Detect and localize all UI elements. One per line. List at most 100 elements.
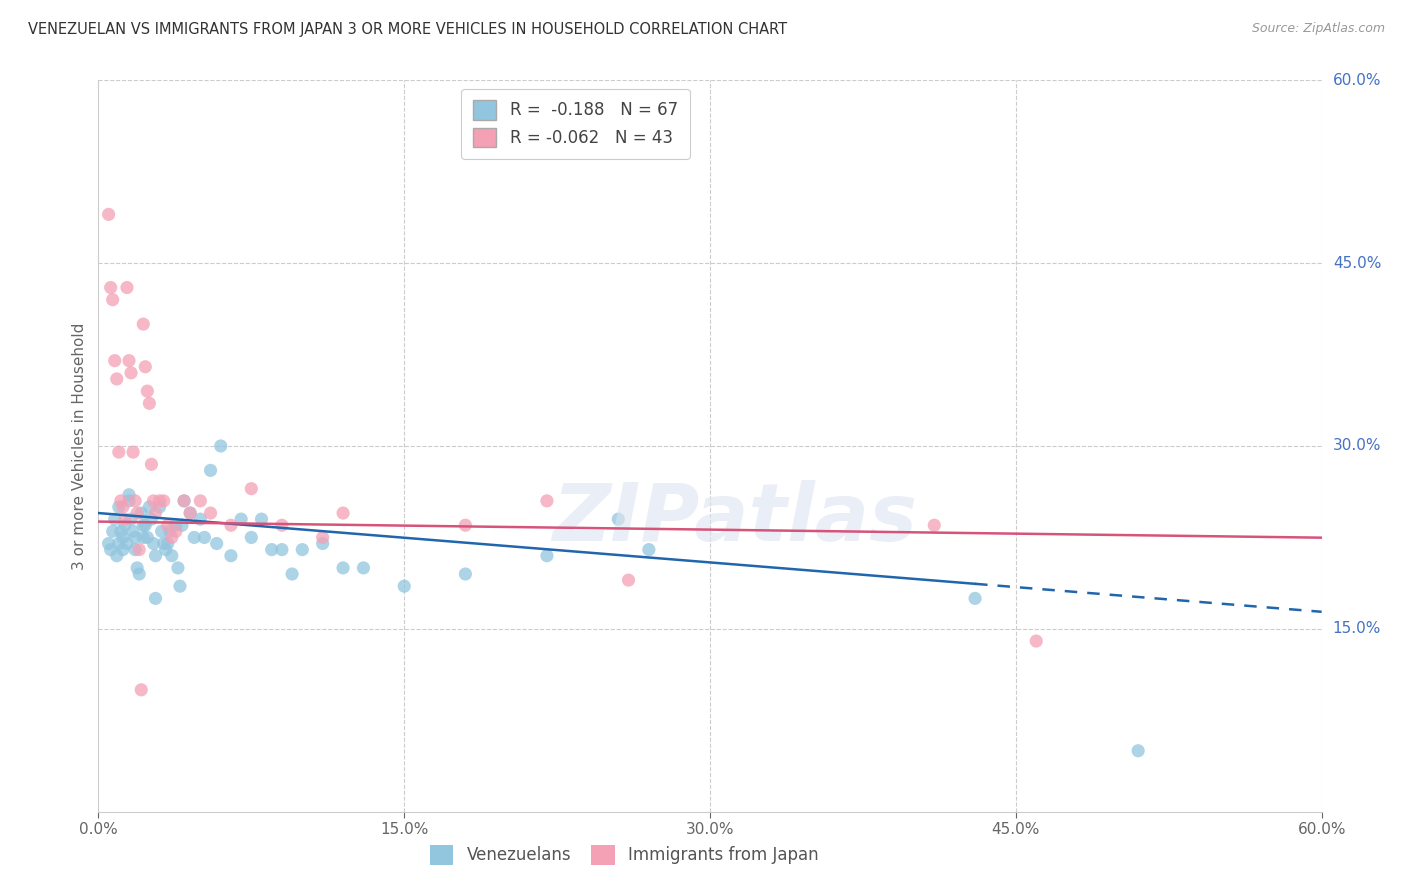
- Point: [142, 536, 165, 550]
- Point: [159, 524, 181, 539]
- Point: [240, 530, 263, 544]
- Point: [152, 494, 174, 508]
- Point: [141, 512, 163, 526]
- Point: [101, 524, 124, 539]
- Point: [136, 384, 159, 399]
- Point: [129, 506, 152, 520]
- Point: [129, 682, 152, 697]
- Point: [219, 518, 242, 533]
- Point: [169, 579, 191, 593]
- Point: [291, 542, 314, 557]
- Text: 15.0%: 15.0%: [1333, 622, 1381, 636]
- Point: [312, 530, 335, 544]
- Point: [149, 494, 172, 508]
- Point: [332, 506, 354, 520]
- Point: [145, 591, 167, 606]
- Point: [193, 530, 215, 544]
- Point: [114, 512, 136, 526]
- Point: [607, 512, 630, 526]
- Point: [170, 518, 193, 533]
- Point: [97, 207, 120, 221]
- Point: [132, 518, 155, 533]
- Point: [200, 463, 222, 477]
- Point: [108, 536, 131, 550]
- Point: [922, 518, 945, 533]
- Point: [118, 353, 141, 368]
- Point: [183, 530, 205, 544]
- Point: [165, 518, 187, 533]
- Point: [124, 494, 146, 508]
- Point: [332, 561, 354, 575]
- Point: [454, 567, 477, 582]
- Point: [97, 536, 120, 550]
- Point: [111, 542, 134, 557]
- Text: ZIPatlas: ZIPatlas: [553, 480, 917, 558]
- Point: [1025, 634, 1047, 648]
- Point: [120, 512, 142, 526]
- Point: [118, 488, 141, 502]
- Point: [149, 500, 172, 514]
- Point: [270, 518, 294, 533]
- Point: [536, 494, 558, 508]
- Point: [179, 506, 201, 520]
- Point: [1128, 744, 1150, 758]
- Point: [260, 542, 283, 557]
- Text: 30.0%: 30.0%: [1333, 439, 1381, 453]
- Point: [219, 549, 242, 563]
- Point: [104, 512, 127, 526]
- Point: [111, 500, 134, 514]
- Point: [392, 579, 416, 593]
- Point: [240, 482, 263, 496]
- Point: [108, 500, 131, 514]
- Point: [281, 567, 304, 582]
- Point: [155, 542, 177, 557]
- Y-axis label: 3 or more Vehicles in Household: 3 or more Vehicles in Household: [72, 322, 87, 570]
- Point: [145, 549, 167, 563]
- Point: [188, 512, 212, 526]
- Point: [145, 506, 167, 520]
- Point: [114, 518, 136, 533]
- Point: [209, 439, 232, 453]
- Point: [136, 530, 159, 544]
- Point: [111, 530, 134, 544]
- Point: [454, 518, 477, 533]
- Point: [205, 536, 228, 550]
- Point: [150, 524, 173, 539]
- Point: [124, 530, 146, 544]
- Point: [128, 542, 150, 557]
- Point: [352, 561, 374, 575]
- Point: [231, 512, 253, 526]
- Point: [100, 280, 122, 294]
- Point: [105, 372, 128, 386]
- Point: [115, 280, 138, 294]
- Point: [127, 561, 149, 575]
- Point: [142, 494, 165, 508]
- Point: [160, 549, 183, 563]
- Point: [312, 536, 335, 550]
- Point: [179, 506, 201, 520]
- Point: [173, 494, 195, 508]
- Text: 60.0%: 60.0%: [1333, 73, 1381, 87]
- Text: VENEZUELAN VS IMMIGRANTS FROM JAPAN 3 OR MORE VEHICLES IN HOUSEHOLD CORRELATION : VENEZUELAN VS IMMIGRANTS FROM JAPAN 3 OR…: [28, 22, 787, 37]
- Point: [167, 561, 190, 575]
- Point: [138, 396, 160, 410]
- Point: [536, 549, 558, 563]
- Point: [160, 530, 183, 544]
- Point: [270, 542, 294, 557]
- Point: [156, 536, 179, 550]
- Point: [122, 524, 145, 539]
- Point: [104, 353, 127, 368]
- Point: [127, 506, 149, 520]
- Point: [200, 506, 222, 520]
- Point: [105, 549, 128, 563]
- Point: [165, 524, 187, 539]
- Point: [132, 530, 155, 544]
- Point: [637, 542, 661, 557]
- Point: [250, 512, 273, 526]
- Point: [173, 494, 195, 508]
- Point: [132, 317, 155, 331]
- Point: [100, 542, 122, 557]
- Point: [108, 445, 131, 459]
- Text: Source: ZipAtlas.com: Source: ZipAtlas.com: [1251, 22, 1385, 36]
- Point: [141, 458, 163, 472]
